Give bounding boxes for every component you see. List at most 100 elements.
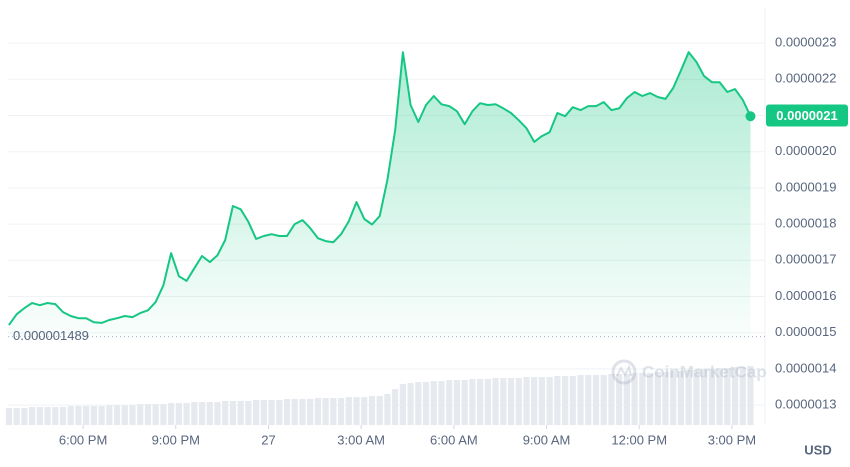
volume-bar [345, 397, 352, 425]
volume-bar [484, 379, 491, 425]
volume-bar [747, 366, 754, 425]
volume-bar [685, 370, 692, 425]
y-tick-label: 0.0000015 [775, 324, 836, 339]
volume-bar [206, 402, 213, 425]
volume-bar [361, 397, 368, 425]
volume-bar [283, 399, 291, 425]
volume-bar [616, 374, 623, 425]
volume-bar [237, 401, 244, 425]
volume-bar [214, 402, 221, 425]
volume-bar [137, 404, 144, 425]
volume-bar [654, 372, 661, 425]
x-tick-label: 3:00 PM [708, 432, 756, 447]
volume-bar [477, 379, 484, 425]
volume-bar [538, 377, 546, 425]
price-area [8, 52, 751, 339]
y-tick-label: 0.0000020 [775, 143, 836, 158]
current-price-badge [766, 104, 848, 127]
volume-bar [36, 407, 43, 425]
volume-bar [29, 407, 36, 425]
min-price-label: 0.000001489 [13, 328, 89, 343]
volume-bar [90, 406, 97, 425]
volume-bar [724, 368, 731, 425]
y-tick-label: 0.0000016 [775, 288, 836, 303]
x-tick-label: 9:00 AM [523, 432, 571, 447]
volume-bar [608, 374, 615, 425]
volume-bar [307, 399, 314, 425]
volume-bar [129, 405, 136, 425]
volume-bar [670, 371, 677, 425]
volume-bar [67, 406, 74, 425]
volume-bar [160, 404, 167, 425]
volume-bar [492, 378, 499, 425]
y-tick-label: 0.0000023 [775, 35, 836, 50]
x-tick-label: 12:00 PM [611, 432, 667, 447]
volume-bar [646, 373, 654, 425]
volume-bar [399, 384, 406, 425]
current-price-label: 0.0000021 [776, 108, 837, 123]
volume-bar [337, 398, 345, 425]
volume-bar [531, 377, 538, 425]
volume-bar [739, 367, 746, 425]
volume-bar [693, 370, 700, 425]
volume-bar [515, 378, 522, 425]
x-tick-label: 9:00 PM [152, 432, 200, 447]
y-tick-label: 0.0000022 [775, 71, 836, 86]
volume-bar [314, 398, 321, 425]
volume-bar [708, 369, 715, 425]
volume-bar [198, 402, 206, 425]
y-tick-label: 0.0000014 [775, 360, 836, 375]
x-tick-label: 3:00 AM [337, 432, 385, 447]
volume-bar [253, 400, 260, 425]
volume-bar [453, 380, 461, 425]
volume-bar [716, 368, 723, 425]
volume-bar [175, 403, 182, 425]
volume-bar [121, 405, 128, 425]
volume-bar [322, 398, 329, 425]
volume-bar [392, 389, 399, 425]
volume-bar [623, 374, 630, 425]
volume-bar [144, 404, 152, 425]
volume-bar [13, 408, 20, 425]
volume-bar [731, 367, 739, 425]
volume-bar [631, 373, 638, 425]
volume-bar [44, 407, 51, 425]
volume-bar [415, 382, 422, 425]
price-line [8, 51, 752, 326]
volume-bar [368, 396, 376, 425]
volume-bar [469, 379, 476, 425]
volume-bar [229, 401, 237, 425]
volume-bar [59, 407, 67, 425]
volume-bar [407, 383, 414, 425]
volume-bar [183, 403, 190, 425]
volume-bar [592, 375, 600, 425]
volume-bar [98, 406, 105, 425]
x-tick-label: 6:00 AM [430, 432, 478, 447]
watermark: CoinMarketCap [611, 359, 767, 385]
volume-bar [245, 401, 252, 425]
volume-bar [222, 401, 229, 425]
volume-bar [5, 408, 13, 425]
volume-bar [21, 408, 28, 425]
y-tick-label: 0.0000018 [775, 216, 836, 231]
volume-bar [507, 378, 515, 425]
volume-bar [83, 406, 90, 425]
volume-bar [639, 373, 646, 425]
volume-bar [152, 404, 159, 425]
y-tick-label: 0.0000013 [775, 397, 836, 412]
y-tick-label: 0.0000019 [775, 179, 836, 194]
volume-bar [585, 375, 592, 425]
volume-bar [554, 376, 561, 425]
volume-bar [291, 399, 298, 425]
volume-bar [106, 405, 113, 425]
volume-bar [52, 407, 59, 425]
volume-bar [113, 405, 121, 425]
volume-bar [500, 378, 507, 425]
volume-bar [569, 376, 576, 425]
y-tick-label: 0.0000017 [775, 252, 836, 267]
volume-bar [662, 372, 669, 425]
volume-bar [376, 396, 383, 425]
volume-bar [701, 369, 708, 425]
volume-bar [461, 380, 468, 425]
